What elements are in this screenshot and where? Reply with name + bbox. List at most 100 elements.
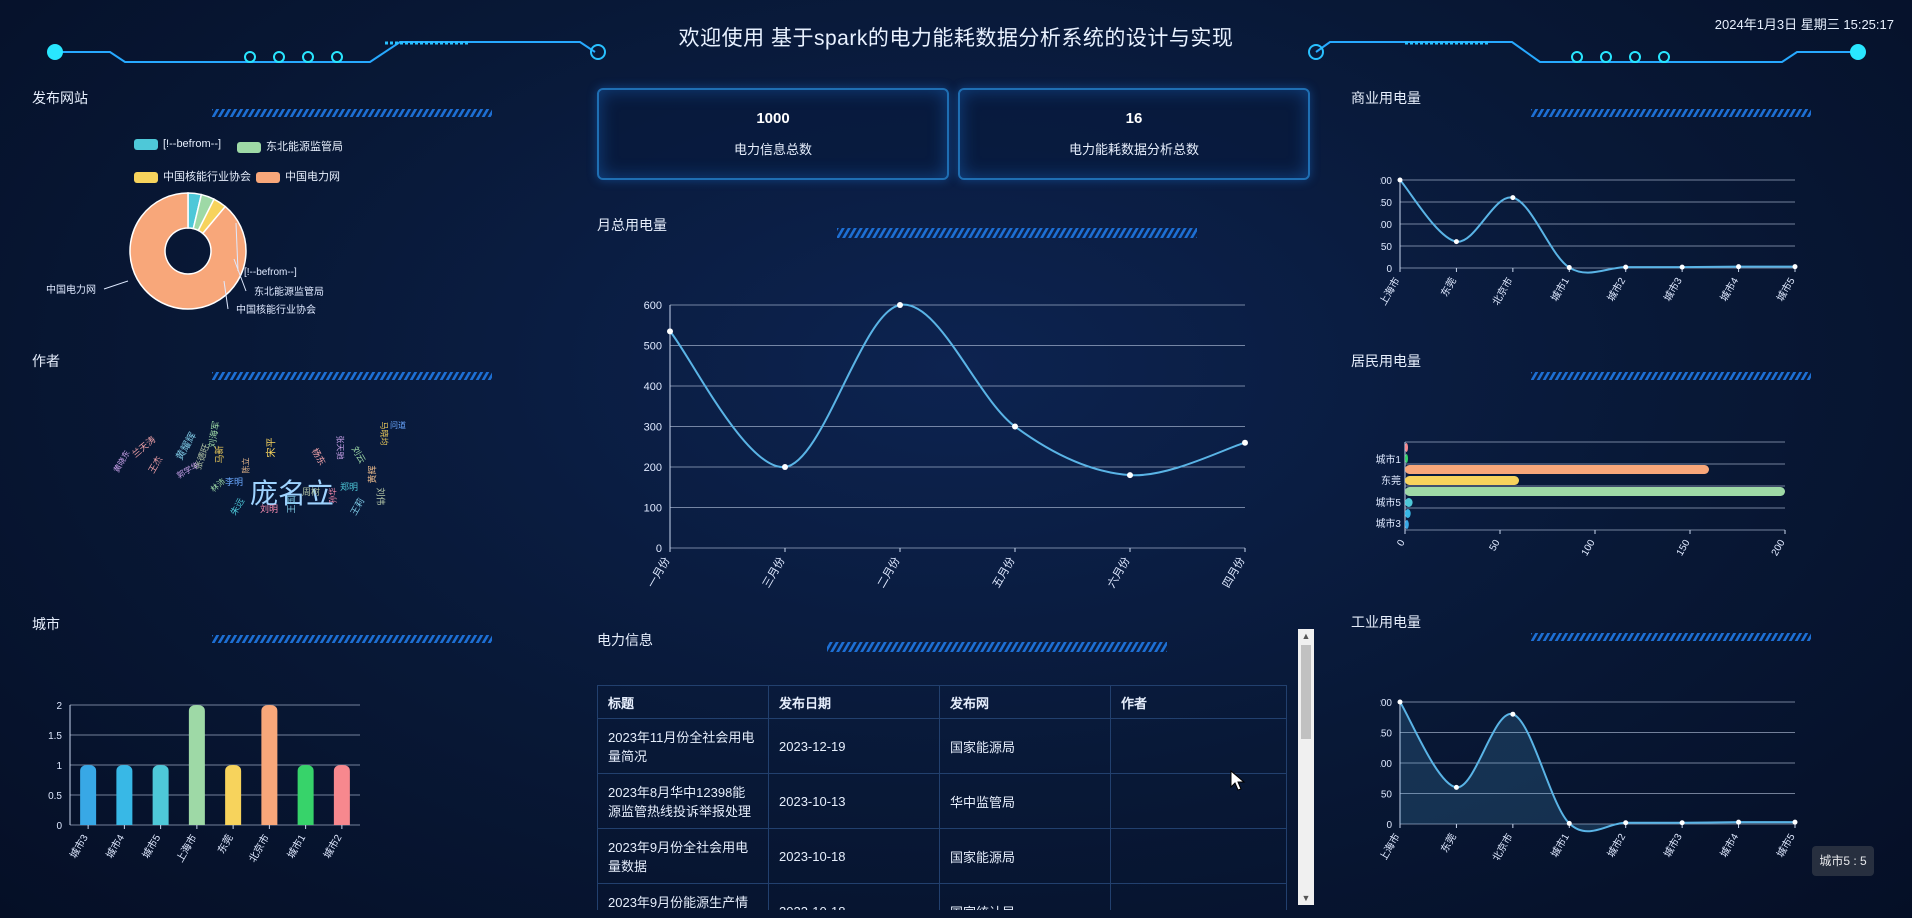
commercial-series-line xyxy=(1399,179,1796,274)
scroll-down-icon[interactable]: ▼ xyxy=(1301,893,1311,903)
x-tick-label: 一月份 xyxy=(645,555,673,590)
table-row[interactable]: 2023年8月华中12398能源监管热线投诉举报处理 2023-10-13 华中… xyxy=(597,773,1287,829)
legend-label: 中国电力网 xyxy=(285,171,340,183)
city-bar xyxy=(152,765,169,825)
x-tick-label: 北京市 xyxy=(1489,831,1515,860)
section-underline xyxy=(1531,109,1811,117)
wordcloud-word: 王国 xyxy=(286,495,297,514)
stat-card-info-total: 1000 电力信息总数 xyxy=(597,88,949,180)
industrial-data-point xyxy=(1679,820,1685,826)
legend-item-nuclear[interactable]: 中国核能行业协会 xyxy=(134,168,251,184)
column-header-date[interactable]: 发布日期 xyxy=(768,685,940,719)
wordcloud-main-word: 庞名立 xyxy=(250,478,335,509)
y-tick-label: 200 xyxy=(1380,698,1392,709)
industrial-data-point xyxy=(1453,784,1459,790)
section-underline xyxy=(837,228,1197,238)
industrial-data-point xyxy=(1792,819,1798,825)
y-tick-label: 城市3 xyxy=(1375,517,1401,530)
legend-item-befrom[interactable]: [!--befrom--] xyxy=(134,138,221,150)
cell-title: 2023年8月华中12398能源监管热线投诉举报处理 xyxy=(597,773,769,829)
x-tick-label: 东莞 xyxy=(1438,275,1459,299)
cell-author xyxy=(1110,773,1287,829)
y-tick-label: 1.5 xyxy=(48,731,62,742)
wordcloud-word: 李明 xyxy=(225,477,244,487)
wordcloud-word: 王杰 xyxy=(146,454,165,476)
monthly-data-point xyxy=(782,464,788,470)
wordcloud-word: 王莉 xyxy=(348,496,367,518)
wordcloud-word: 马晓均 xyxy=(379,421,389,446)
pie-label: 中国电力网 xyxy=(46,283,96,296)
x-tick-label: 0 xyxy=(1395,538,1408,549)
y-tick-label: 50 xyxy=(1381,790,1393,801)
stat-value: 16 xyxy=(1125,110,1143,127)
section-title-commercial: 商业用电量 xyxy=(1351,90,1421,106)
residential-bar xyxy=(1405,520,1409,529)
industrial-data-point xyxy=(1397,699,1403,705)
stat-card-analysis-total: 16 电力能耗数据分析总数 xyxy=(958,88,1310,180)
x-tick-label: 城市3 xyxy=(1661,275,1685,304)
industrial-data-point xyxy=(1623,820,1629,826)
x-tick-label: 城市5 xyxy=(1774,831,1798,860)
x-tick-label: 东莞 xyxy=(1438,831,1459,855)
x-tick-label: 100 xyxy=(1580,538,1598,558)
wordcloud-word: 郑明 xyxy=(340,482,359,492)
industrial-data-point xyxy=(1736,819,1742,825)
x-tick-label: 三月份 xyxy=(760,555,788,590)
x-tick-label: 东莞 xyxy=(214,832,235,856)
commercial-line-chart: 0 50 100 150 200 上海市 东莞 北京市 城市1 城市2 城市3 城市4 城市5 xyxy=(1380,176,1798,307)
column-header-source[interactable]: 发布网 xyxy=(939,685,1111,719)
column-header-title[interactable]: 标题 xyxy=(597,685,769,719)
cell-author xyxy=(1110,883,1287,910)
legend-item-power-net[interactable]: 中国电力网 xyxy=(256,168,340,184)
x-tick-label: 城市1 xyxy=(1548,275,1572,304)
legend-label: 中国核能行业协会 xyxy=(163,171,251,183)
y-tick-label: 100 xyxy=(644,503,662,515)
y-tick-label: 城市1 xyxy=(1375,453,1401,466)
y-tick-label: 2 xyxy=(56,701,62,712)
column-header-author[interactable]: 作者 xyxy=(1110,685,1287,719)
commercial-data-point xyxy=(1566,265,1572,271)
legend-swatch xyxy=(134,171,158,183)
residential-bar xyxy=(1405,454,1408,463)
info-table-container[interactable]: 标题 发布日期 发布网 作者 2023年11月份全社会用电量简况 2023-12… xyxy=(597,685,1287,910)
y-tick-label: 300 xyxy=(644,422,662,434)
stat-label: 电力信息总数 xyxy=(733,142,812,157)
wordcloud-word: 刘云 xyxy=(349,444,368,466)
y-tick-label: 东莞 xyxy=(1381,474,1401,487)
residential-bar xyxy=(1405,509,1411,518)
x-tick-label: 北京市 xyxy=(246,832,272,864)
y-tick-label: 0 xyxy=(1386,264,1392,275)
residential-bar xyxy=(1405,465,1709,474)
scroll-up-icon[interactable]: ▲ xyxy=(1301,631,1311,641)
author-wordcloud: 庞名立 黄耀辉 张德旺 王杰 郭学华 刘海军 马新 李明 陈立 朱远 刘明 王国 周树 杨东 张天驰 刘云马… xyxy=(110,420,450,550)
city-bar xyxy=(225,765,242,825)
legend-item-dongbei[interactable]: 东北能源监管局 xyxy=(237,138,343,154)
table-row[interactable]: 2023年11月份全社会用电量简况 2023-12-19 国家能源局 xyxy=(597,718,1287,774)
info-table: 标题 发布日期 发布网 作者 2023年11月份全社会用电量简况 2023-12… xyxy=(597,685,1287,910)
x-tick-label: 上海市 xyxy=(173,832,199,864)
y-tick-label: 200 xyxy=(644,462,662,474)
wordcloud-word: 马新 xyxy=(214,445,225,464)
section-underline xyxy=(212,635,492,643)
industrial-area-fill xyxy=(1400,702,1795,832)
x-tick-label: 城市4 xyxy=(1717,275,1741,304)
x-tick-label: 二月份 xyxy=(875,555,903,590)
info-scrollbar[interactable]: ▲ ▼ xyxy=(1298,629,1314,905)
header-decoration xyxy=(47,41,1866,63)
industrial-area-chart: 0 50 100 150 200 上海市 东莞 北京市 城市1 城市2 城市3 城市4 城市5 xyxy=(1380,698,1798,860)
commercial-data-point xyxy=(1510,195,1516,201)
wordcloud-word: 周树 xyxy=(302,487,321,497)
wordcloud-word: 孙华 xyxy=(328,487,338,504)
monthly-data-point xyxy=(897,302,903,308)
city-bar xyxy=(80,765,97,825)
wordcloud-word: 黄辉 xyxy=(367,465,378,484)
y-tick-label: 1 xyxy=(56,761,62,772)
scrollbar-thumb[interactable] xyxy=(1301,645,1311,739)
industrial-data-point xyxy=(1566,820,1572,826)
section-title-info: 电力信息 xyxy=(597,632,653,648)
monthly-series-line xyxy=(669,303,1246,477)
table-row[interactable]: 2023年9月份全社会用电量数据 2023-10-18 国家能源局 xyxy=(597,828,1287,884)
monthly-line-chart: 0 100 200 300 400 500 600 一月份 三月份 二月份 五月份 六月份 四月份 xyxy=(644,300,1248,590)
table-row[interactable]: 2023年9月份能源生产情况 2023-10-18 国家统计局 xyxy=(597,883,1287,910)
x-tick-label: 上海市 xyxy=(1380,275,1403,307)
